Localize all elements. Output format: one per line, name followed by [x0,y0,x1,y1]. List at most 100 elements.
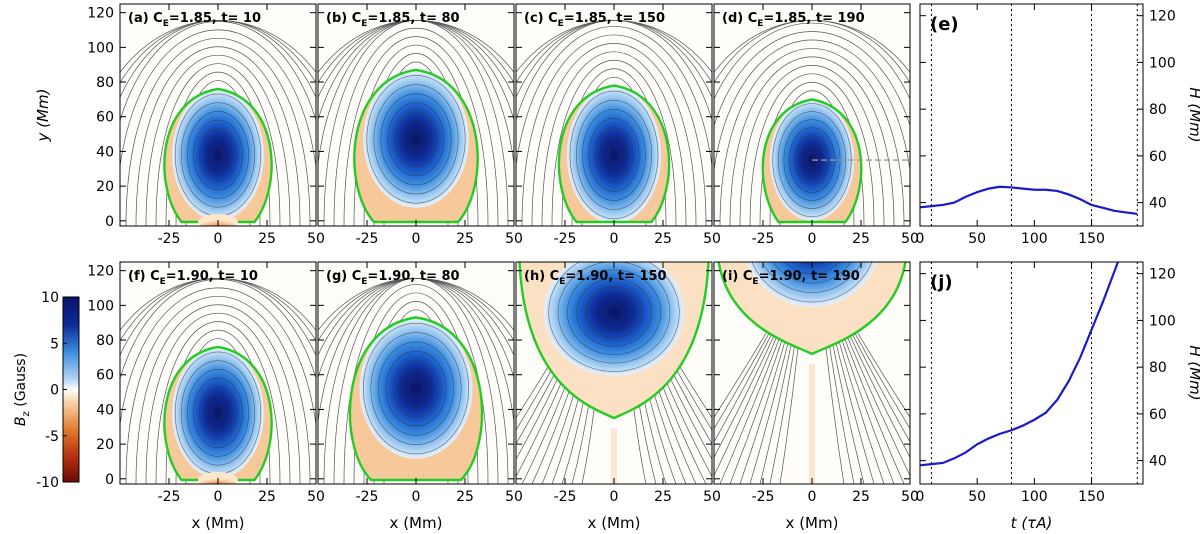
y-tick-label: 120 [87,264,114,280]
field-line [145,55,291,226]
field-line [714,22,910,101]
x-axis-label: x (Mm) [786,514,839,532]
flux-rope [172,89,264,221]
colorbar-tick-label: 10 [41,290,59,306]
y-tick-label: 100 [87,40,114,56]
panel-title: (e) [930,14,959,35]
y-tick-label: 100 [1149,313,1176,329]
x-tick-label: 0 [214,489,223,505]
x-tick-label: 50 [968,231,986,247]
colorbar-label: Bz (Gauss) [13,353,32,426]
separatrix [761,98,863,224]
x-tick-label: 0 [412,231,421,247]
field-line [155,321,281,484]
y-tick-label: 60 [96,110,114,126]
panel-d-field [714,4,910,226]
field-line [714,20,910,74]
x-tick-label: 0 [610,231,619,247]
contour [362,322,470,455]
contour [211,403,225,422]
field-line [120,29,316,170]
y-axis-label: H (Mm) [1186,87,1200,142]
x-tick-label: 50 [307,231,325,247]
panel-title: (a) CE=1.85, t= 10 [128,11,261,29]
panel-d: -25 0 25 50 (d) CE=1.85, t= 190 [713,3,919,247]
x-tick-label: -25 [554,489,577,505]
x-tick-label: 50 [901,489,919,505]
field-line [135,46,301,226]
contour [607,145,621,165]
x-tick-label: -25 [356,231,379,247]
y-tick-label: 0 [105,472,114,488]
flux-rope [172,347,264,479]
x-tick-label: -25 [158,231,181,247]
separatrix [717,262,907,356]
contour [387,102,445,177]
contour [199,386,237,440]
colorbar: 10 5 0 -5 -10 Bz (Gauss) [13,290,80,491]
panel-title: (i) CE=1.90, t= 190 [722,269,860,287]
contour [548,262,680,372]
y-axis-label: H (Mm) [1186,345,1200,400]
panel-j: 0 50 100 150 40 60 80 100 120 H (Mm) (j) t (τA) [916,261,1200,532]
y-tick-label: 20 [96,437,114,453]
height-curve [920,185,1138,215]
contour [193,377,243,449]
field-line [125,296,311,484]
panel-title: (h) CE=1.90, t= 150 [524,269,667,287]
panel-frame [919,3,1144,227]
field-line [145,313,291,484]
y-tick-label: 120 [1149,9,1176,25]
y-tick-label: 80 [1149,102,1167,118]
y-tick-label: 80 [1149,360,1167,376]
contour [205,395,231,431]
field-line [714,39,910,173]
field-line [318,278,514,332]
y-tick-label: 20 [96,179,114,195]
panel-c: -25 0 25 50 (c) CE=1.85, t= 150 [515,3,721,247]
panel-frame [919,261,1144,485]
contour [751,262,873,303]
field-line [318,20,514,74]
x-tick-label: 0 [610,489,619,505]
panel-h-field [516,262,712,484]
field-line [120,278,316,332]
contour [373,84,459,195]
separatrix [353,68,479,224]
y-tick-label: 100 [1149,55,1176,71]
x-tick-label: 100 [1021,489,1048,505]
x-tick-label: 50 [505,231,523,247]
x-tick-label: 50 [505,489,523,505]
y-tick-label: 100 [87,298,114,314]
x-axis-label: t (τA) [1011,514,1053,532]
contour [199,128,237,182]
x-tick-label: 50 [703,489,721,505]
contour [380,93,452,186]
panel-title: (f) CE=1.90, t= 10 [128,269,258,287]
x-tick-label: 0 [808,489,817,505]
x-tick-label: 150 [1078,231,1105,247]
panel-title: (g) CE=1.90, t= 80 [326,269,460,287]
contour [393,360,439,417]
x-tick-label: -25 [158,489,181,505]
contour [588,118,640,192]
contour [187,111,249,199]
contour [567,269,661,355]
panel-title: (j) [930,272,953,293]
separatrix [348,316,484,482]
x-tick-label: 0 [808,231,817,247]
field-line [749,73,875,226]
contour [604,303,624,322]
contour [401,120,431,158]
contour [761,262,863,293]
contour [576,99,652,210]
contour [205,137,231,173]
field-line [521,34,707,226]
flux-rope [566,86,662,224]
field-line [739,65,885,226]
panel-a-field [120,4,316,226]
colorbar-tick-label: 0 [50,383,59,399]
field-line [333,28,499,226]
contour [370,332,462,445]
